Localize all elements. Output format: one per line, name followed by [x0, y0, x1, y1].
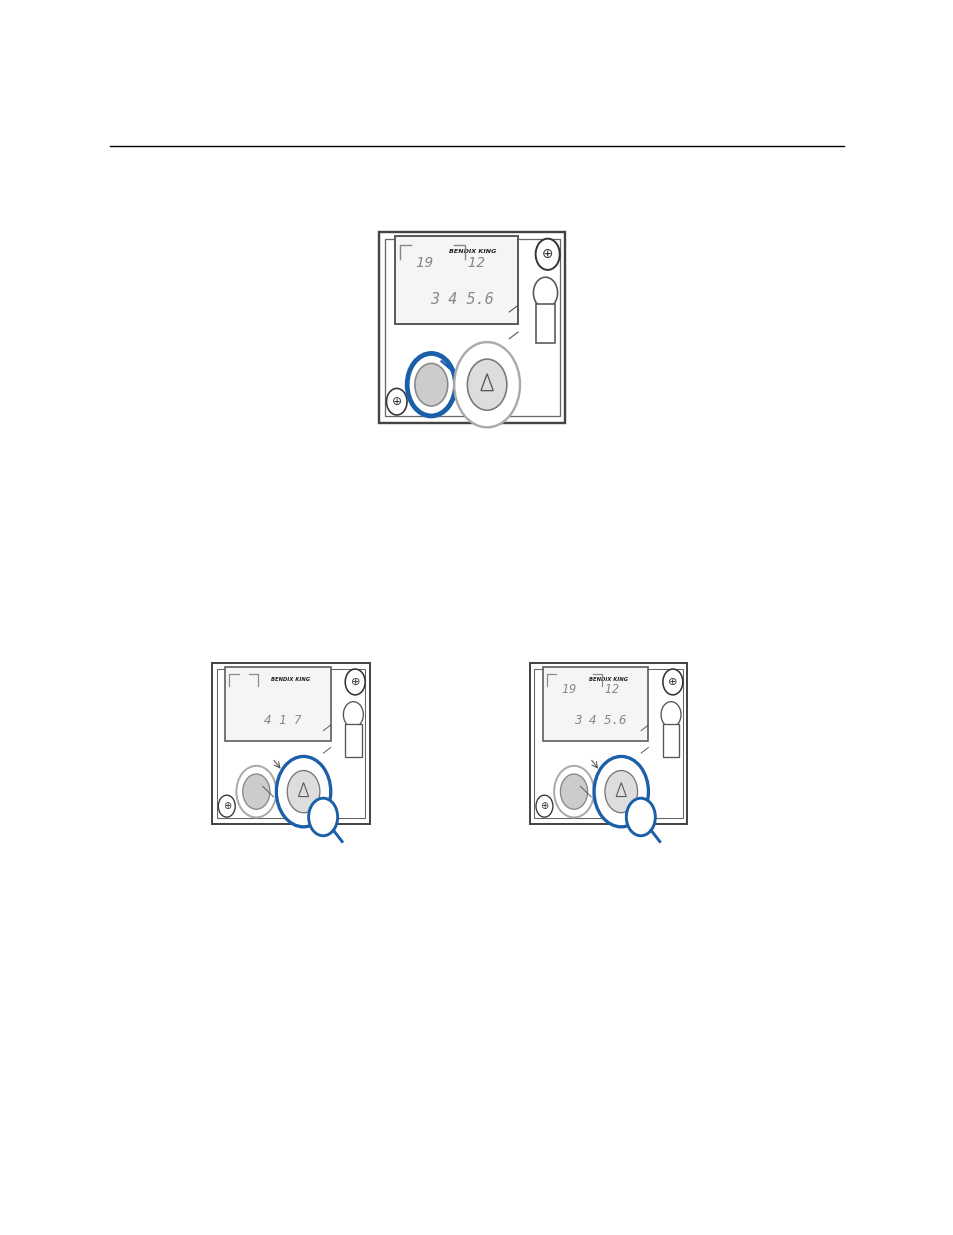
FancyBboxPatch shape	[345, 724, 361, 757]
FancyBboxPatch shape	[542, 667, 648, 741]
Circle shape	[345, 669, 365, 695]
Text: 19    12: 19 12	[416, 256, 484, 269]
Text: ⊕: ⊕	[539, 802, 548, 811]
Circle shape	[467, 359, 506, 410]
Text: ⊕: ⊕	[667, 677, 677, 687]
Circle shape	[415, 363, 447, 406]
Circle shape	[218, 795, 235, 818]
Text: BENDIX KING: BENDIX KING	[448, 248, 496, 253]
Circle shape	[660, 701, 680, 727]
Circle shape	[533, 277, 557, 309]
Circle shape	[236, 766, 276, 818]
Circle shape	[407, 353, 455, 416]
Text: ⊕: ⊕	[392, 395, 401, 409]
Text: 19    12: 19 12	[561, 683, 618, 697]
FancyBboxPatch shape	[212, 663, 369, 824]
Circle shape	[287, 771, 319, 813]
Circle shape	[454, 342, 519, 427]
Circle shape	[554, 766, 594, 818]
Text: 3 4 5.6: 3 4 5.6	[574, 714, 626, 727]
Text: BENDIX KING: BENDIX KING	[272, 677, 310, 682]
Circle shape	[536, 795, 553, 818]
Circle shape	[594, 756, 648, 827]
FancyBboxPatch shape	[378, 232, 564, 424]
Circle shape	[386, 388, 407, 415]
Circle shape	[559, 774, 587, 809]
Text: ⊕: ⊕	[222, 802, 231, 811]
Text: BENDIX KING: BENDIX KING	[589, 677, 627, 682]
Circle shape	[604, 771, 637, 813]
Text: ⊕: ⊕	[541, 247, 553, 262]
FancyBboxPatch shape	[225, 667, 331, 741]
Circle shape	[343, 701, 363, 727]
Text: 4 1 7: 4 1 7	[264, 714, 301, 727]
Circle shape	[626, 798, 655, 836]
FancyBboxPatch shape	[395, 236, 517, 325]
FancyBboxPatch shape	[535, 304, 555, 343]
Circle shape	[535, 238, 559, 270]
Text: ⊕: ⊕	[350, 677, 359, 687]
Circle shape	[662, 669, 682, 695]
Circle shape	[276, 756, 331, 827]
FancyBboxPatch shape	[662, 724, 679, 757]
Circle shape	[309, 798, 337, 836]
FancyBboxPatch shape	[529, 663, 686, 824]
Circle shape	[242, 774, 270, 809]
Text: 3 4 5.6: 3 4 5.6	[430, 293, 494, 308]
